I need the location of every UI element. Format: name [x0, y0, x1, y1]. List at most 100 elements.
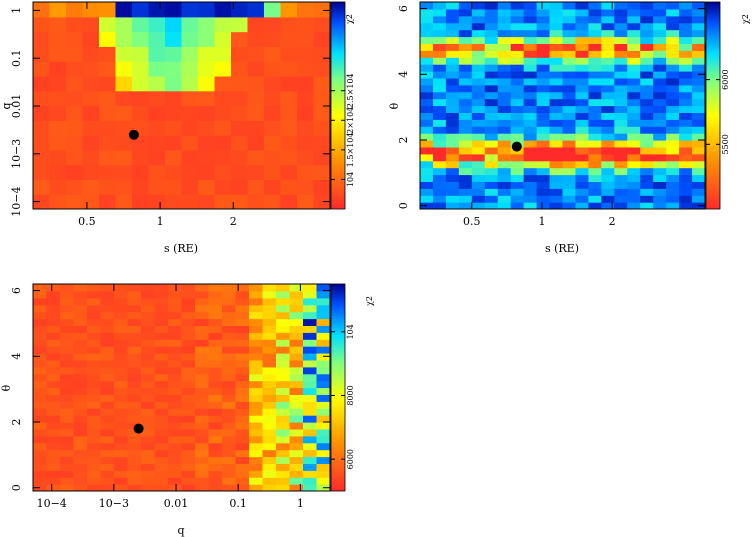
heatmap-cell [666, 195, 680, 203]
heatmap-cell [276, 297, 291, 306]
heatmap-cell [653, 202, 667, 209]
heatmap-cell [154, 304, 169, 313]
y-tick-label: 0.01 [10, 94, 23, 119]
heatmap-cell [536, 64, 551, 72]
heatmap-cell [49, 179, 67, 195]
heatmap-cell [132, 2, 150, 18]
heatmap-cell [73, 353, 88, 361]
heatmap-cell [445, 160, 460, 169]
heatmap-cell [523, 91, 538, 100]
heatmap-cell [198, 16, 216, 33]
heatmap-cell [471, 64, 486, 72]
heatmap-cell [484, 119, 499, 127]
heatmap-cell [588, 153, 602, 162]
heatmap-cell [432, 98, 447, 107]
heatmap-cell [523, 119, 538, 127]
heatmap-cell [510, 64, 525, 72]
heatmap-cell [99, 46, 117, 62]
heatmap-cell [127, 359, 142, 368]
colorbar-tick-label: 8000 [346, 385, 355, 405]
heatmap-cell [195, 415, 210, 423]
heatmap-cell [297, 2, 315, 18]
heatmap-cell [141, 484, 156, 491]
heatmap-cell [432, 160, 447, 169]
heatmap-cell [653, 2, 667, 10]
heatmap-cell [432, 146, 447, 155]
heatmap-cell [297, 120, 315, 136]
heatmap-cell [100, 401, 115, 409]
heatmap-cell [692, 77, 705, 86]
heatmap-cell [523, 8, 538, 17]
heatmap-cell [614, 146, 628, 155]
heatmap-cell [692, 188, 705, 196]
heatmap-cell [249, 401, 264, 409]
heatmap-cell [536, 133, 551, 141]
heatmap-cell [154, 353, 169, 361]
heatmap-cell [231, 75, 249, 92]
heatmap-cell [82, 16, 100, 33]
heatmap-cell [562, 15, 577, 24]
heatmap-cell [653, 15, 667, 24]
heatmap-cell [549, 167, 564, 176]
heatmap-cell [666, 202, 680, 209]
heatmap-cell [208, 353, 223, 361]
heatmap-cell [195, 304, 210, 313]
heatmap-cell [73, 318, 88, 326]
heatmap-cell [264, 75, 282, 92]
heatmap-cell [100, 346, 115, 354]
heatmap-cell [614, 181, 628, 189]
heatmap-cell [127, 484, 142, 491]
x-tick-label: 10−3 [99, 497, 129, 510]
heatmap-cell [262, 415, 277, 423]
heatmap-cell [235, 415, 250, 423]
heatmap-cell [510, 98, 525, 107]
heatmap-cell [222, 442, 237, 451]
heatmap-cell [87, 477, 102, 485]
heatmap-cell [264, 105, 282, 121]
heatmap-cell [66, 194, 84, 209]
heatmap-cell [87, 401, 102, 409]
heatmap-cell [653, 133, 667, 141]
heatmap-cell [445, 22, 460, 31]
heatmap-cell [115, 61, 133, 77]
heatmap-cell [33, 484, 48, 491]
heatmap-cell [168, 394, 183, 402]
colorbar-tick-label: 5500 [721, 134, 730, 154]
heatmap-cell [235, 353, 250, 361]
heatmap-cell [679, 140, 693, 148]
heatmap-cell [484, 133, 499, 141]
heatmap-cell [484, 91, 499, 100]
heatmap-cell [168, 346, 183, 354]
heatmap-cell [249, 435, 264, 444]
heatmap-cell [497, 29, 512, 38]
heatmap-cell [297, 31, 315, 47]
heatmap-cell [588, 112, 602, 120]
heatmap-cell [588, 140, 602, 148]
heatmap-cell [198, 149, 216, 166]
heatmap-cell [165, 31, 183, 47]
heatmap-cell [141, 290, 156, 299]
heatmap-cell [141, 387, 156, 395]
heatmap-cell [141, 311, 156, 320]
heatmap-cell [235, 318, 250, 326]
heatmap-cell [60, 284, 75, 292]
heatmap-cell [181, 90, 199, 107]
x-axis-label: q [177, 524, 184, 537]
heatmap-cell [536, 146, 551, 155]
heatmap-cell [87, 346, 102, 354]
heatmap-cell [231, 179, 249, 195]
heatmap-cell [127, 284, 142, 292]
heatmap-cell [165, 61, 183, 77]
heatmap-cell [640, 167, 654, 176]
y-axis-label: θ [0, 384, 13, 391]
heatmap-cell [264, 61, 282, 77]
heatmap-cell [289, 332, 304, 340]
heatmap-cell [679, 174, 693, 182]
heatmap-cell [141, 470, 156, 478]
heatmap-cell [141, 346, 156, 354]
heatmap-cell [313, 31, 330, 47]
heatmap-cell [510, 77, 525, 86]
heatmap-cell [458, 188, 473, 196]
heatmap-cell [181, 332, 196, 340]
heatmap-cell [46, 463, 61, 471]
